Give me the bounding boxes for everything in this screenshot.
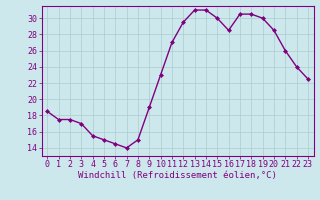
X-axis label: Windchill (Refroidissement éolien,°C): Windchill (Refroidissement éolien,°C) (78, 171, 277, 180)
